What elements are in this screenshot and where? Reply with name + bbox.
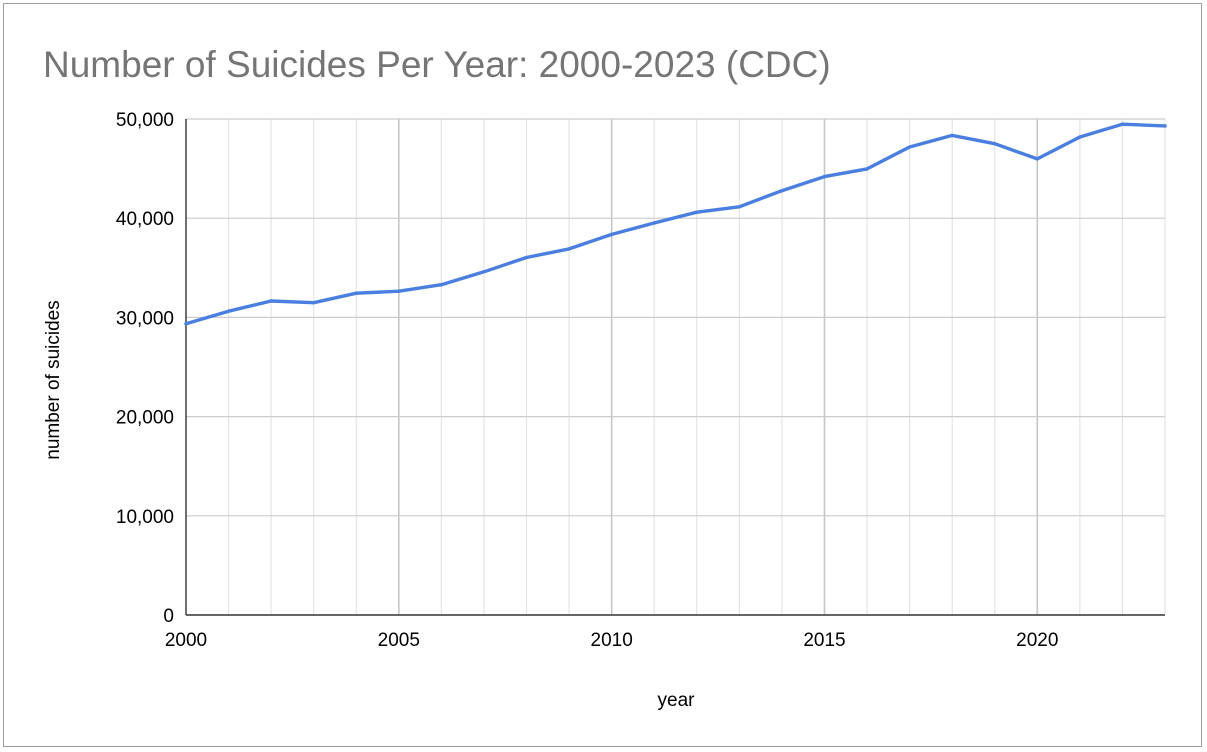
data-point — [524, 255, 529, 260]
x-axis-title: year — [658, 690, 696, 711]
x-tick-label: 2005 — [378, 630, 420, 651]
data-point — [482, 270, 486, 274]
data-point — [311, 300, 316, 305]
chart-frame: Number of Suicides Per Year: 2000-2023 (… — [3, 3, 1202, 747]
y-tick-label: 20,000 — [116, 408, 174, 429]
data-point — [184, 322, 188, 326]
minor-grid — [227, 119, 1166, 615]
series-lines — [184, 122, 1167, 326]
data-point — [822, 174, 827, 179]
data-point — [652, 221, 656, 225]
data-point — [1078, 135, 1082, 139]
major-grid — [186, 118, 1165, 615]
data-point — [439, 282, 444, 287]
data-point — [695, 210, 699, 214]
x-tick-label: 2000 — [165, 630, 207, 651]
y-tick-label: 10,000 — [116, 507, 174, 528]
x-tick-label: 2020 — [1016, 630, 1058, 651]
data-point — [354, 291, 358, 295]
chart-title: Number of Suicides Per Year: 2000-2023 (… — [43, 44, 831, 85]
y-tick-labels: 0 10,000 20,000 30,000 40,000 50,000 — [116, 110, 174, 627]
data-point — [397, 289, 401, 293]
data-point — [609, 232, 614, 237]
y-tick-label: 40,000 — [116, 209, 174, 230]
data-point — [950, 133, 954, 138]
x-tick-labels: 2000 2005 2010 2015 2020 — [165, 630, 1059, 651]
y-axis-title: number of suicides — [43, 300, 64, 459]
data-point — [865, 167, 869, 171]
y-tick-label: 30,000 — [116, 308, 174, 329]
data-point — [1120, 122, 1125, 126]
axes — [185, 119, 1165, 616]
data-point — [993, 141, 997, 146]
y-tick-label: 50,000 — [116, 110, 174, 131]
x-tick-label: 2015 — [803, 630, 845, 651]
data-point — [269, 299, 273, 303]
data-point — [737, 205, 742, 209]
y-tick-label: 0 — [163, 606, 174, 627]
data-point — [567, 247, 571, 251]
data-point — [1035, 157, 1040, 161]
data-point — [907, 145, 912, 149]
data-point — [1163, 124, 1167, 128]
data-point — [780, 188, 784, 193]
data-point — [226, 309, 231, 313]
x-tick-label: 2010 — [591, 630, 633, 651]
series-line — [184, 122, 1167, 326]
